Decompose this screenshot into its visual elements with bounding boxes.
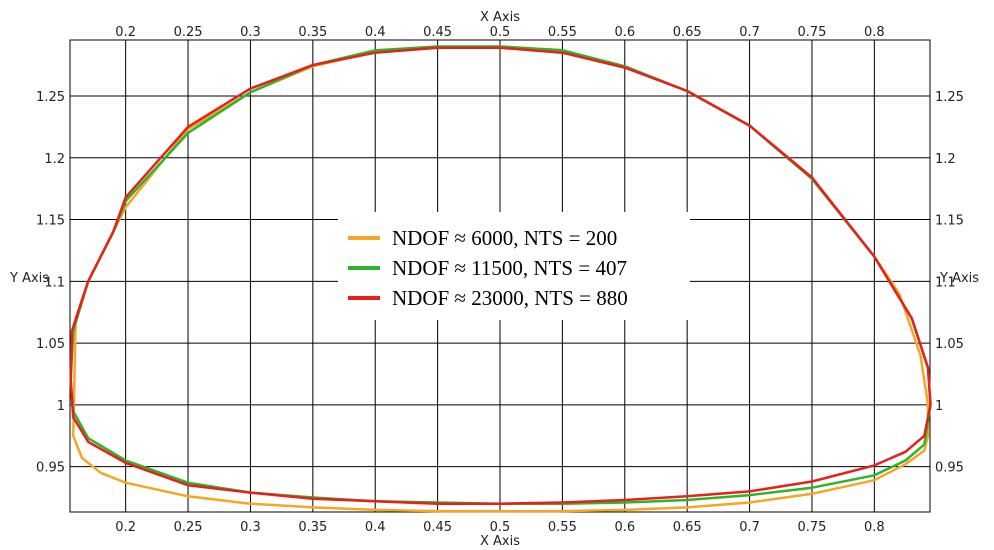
y-tick-label-right: 1.25 <box>935 90 964 105</box>
x-tick-label-bottom: 0.2 <box>115 520 136 535</box>
y-tick-label-left: 0.95 <box>36 461 65 476</box>
x-tick-label-top: 0.35 <box>298 25 327 40</box>
y-tick-label-left: 1 <box>57 399 65 414</box>
x-axis-title-top: X Axis <box>480 10 520 25</box>
x-tick-label-bottom: 0.45 <box>423 520 452 535</box>
y-axis-title-left: Y Axis <box>9 271 49 286</box>
y-tick-label-left: 1.05 <box>36 337 65 352</box>
x-tick-label-top: 0.55 <box>548 25 577 40</box>
y-tick-label-right: 1.15 <box>935 214 964 229</box>
y-tick-label-right: 0.95 <box>935 461 964 476</box>
y-axis-title-right: Y Axis <box>939 271 979 286</box>
y-tick-label-right: 1 <box>935 399 943 414</box>
x-axis-title-bottom: X Axis <box>480 534 520 549</box>
x-tick-label-top: 0.25 <box>174 25 203 40</box>
x-tick-label-top: 0.5 <box>490 25 511 40</box>
x-tick-label-top: 0.75 <box>797 25 826 40</box>
x-tick-label-top: 0.2 <box>115 25 136 40</box>
x-tick-label-bottom: 0.65 <box>673 520 702 535</box>
series-line-2 <box>69 46 932 505</box>
y-tick-label-left: 1.1 <box>44 275 65 290</box>
x-tick-label-top: 0.4 <box>365 25 386 40</box>
legend: NDOF ≈ 6000, NTS = 200 NDOF ≈ 11500, NTS… <box>338 212 690 320</box>
legend-label-0: NDOF ≈ 6000, NTS = 200 <box>392 226 617 250</box>
x-tick-label-top: 0.3 <box>240 25 261 40</box>
y-tick-label-right: 1.05 <box>935 337 964 352</box>
series <box>69 45 932 513</box>
x-tick-label-top: 0.65 <box>673 25 702 40</box>
x-tick-label-top: 0.45 <box>423 25 452 40</box>
x-tick-label-top: 0.6 <box>614 25 635 40</box>
y-tick-label-left: 1.15 <box>36 214 65 229</box>
x-tick-label-bottom: 0.7 <box>739 520 760 535</box>
y-tick-label-left: 1.25 <box>36 90 65 105</box>
x-tick-label-bottom: 0.55 <box>548 520 577 535</box>
x-tick-label-bottom: 0.8 <box>864 520 885 535</box>
x-tick-label-bottom: 0.4 <box>365 520 386 535</box>
y-tick-label-right: 1.2 <box>935 152 956 167</box>
x-tick-label-bottom: 0.3 <box>240 520 261 535</box>
legend-label-2: NDOF ≈ 23000, NTS = 880 <box>392 286 628 310</box>
y-tick-label-right: 1.1 <box>935 275 956 290</box>
x-tick-label-bottom: 0.6 <box>614 520 635 535</box>
x-tick-label-bottom: 0.35 <box>298 520 327 535</box>
y-tick-label-left: 1.2 <box>44 152 65 167</box>
ticks: 0.2 0.2 0.25 0.25 0.3 0.3 0.35 0.35 0.4 0.4 0.45 0.… <box>36 25 964 535</box>
x-tick-label-bottom: 0.75 <box>797 520 826 535</box>
x-tick-label-bottom: 0.5 <box>490 520 511 535</box>
grid <box>70 40 930 512</box>
x-tick-label-bottom: 0.25 <box>174 520 203 535</box>
legend-box <box>338 212 690 320</box>
x-tick-label-top: 0.8 <box>864 25 885 40</box>
x-tick-label-top: 0.7 <box>739 25 760 40</box>
legend-label-1: NDOF ≈ 11500, NTS = 407 <box>392 256 627 280</box>
